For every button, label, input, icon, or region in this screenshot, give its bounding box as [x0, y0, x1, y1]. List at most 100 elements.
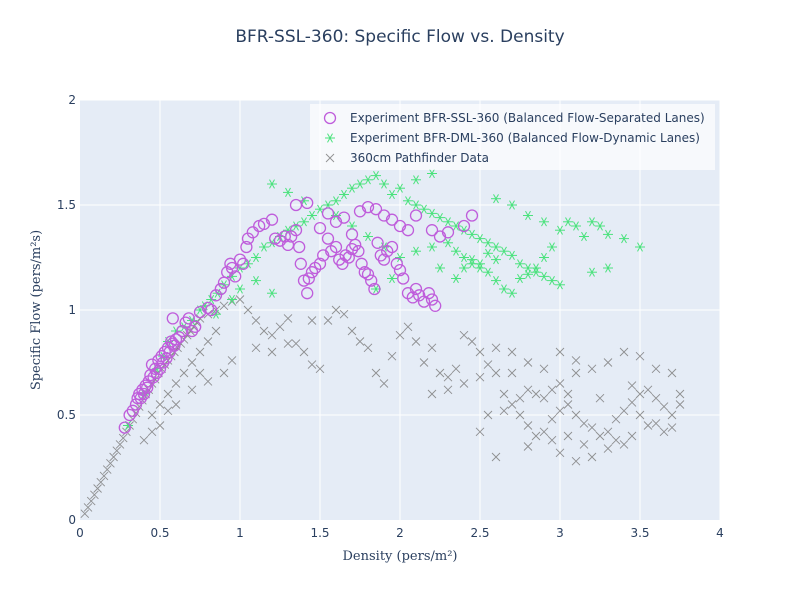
data-point [491, 255, 501, 265]
data-point [459, 252, 469, 263]
data-point [443, 238, 453, 248]
data-point [427, 208, 437, 218]
data-point [555, 379, 565, 388]
data-point [387, 273, 397, 284]
data-point [635, 351, 645, 361]
data-point [166, 312, 179, 325]
data-point [134, 392, 147, 405]
data-point [483, 238, 493, 248]
data-point [451, 221, 461, 231]
data-point [390, 257, 403, 270]
data-point [163, 406, 173, 416]
data-point [363, 231, 373, 242]
data-point [137, 387, 151, 401]
data-point [374, 249, 387, 262]
data-point [587, 423, 597, 432]
data-point [401, 224, 415, 237]
data-point [299, 347, 309, 357]
data-point [427, 242, 437, 252]
data-point [166, 337, 179, 350]
data-point [259, 326, 269, 336]
data-point [651, 364, 661, 374]
data-point [321, 207, 335, 220]
data-point [345, 242, 359, 256]
data-point [539, 427, 549, 437]
data-point [305, 266, 319, 279]
data-point [643, 385, 653, 395]
data-point [201, 301, 215, 315]
data-point [515, 393, 525, 403]
data-point [571, 368, 581, 378]
data-point [355, 179, 365, 189]
x-axis-unit: (pers/m²) [397, 549, 458, 564]
data-point [659, 427, 669, 437]
data-point [147, 410, 157, 420]
data-point [182, 312, 195, 325]
data-point [80, 509, 90, 519]
data-point [329, 240, 343, 254]
data-point [603, 444, 613, 453]
data-point [467, 259, 477, 269]
data-point [179, 368, 189, 378]
data-point [294, 257, 307, 270]
data-point [603, 358, 613, 367]
data-point [395, 330, 405, 340]
data-point [355, 257, 368, 270]
data-point [435, 263, 445, 273]
data-point [385, 213, 399, 226]
data-point [595, 221, 605, 231]
data-point [243, 305, 253, 315]
data-point [219, 301, 229, 311]
data-point [109, 452, 118, 462]
data-point [619, 406, 629, 416]
data-point [267, 330, 277, 340]
data-point [651, 419, 661, 428]
y-tick-label: 1.5 [57, 198, 76, 212]
data-point [587, 452, 597, 462]
data-point [443, 372, 453, 382]
data-point [106, 458, 115, 468]
data-point [491, 194, 501, 204]
data-point [267, 179, 277, 189]
data-point [459, 263, 469, 273]
data-point [427, 168, 437, 179]
data-point [571, 221, 581, 231]
data-point [667, 368, 677, 378]
data-point [531, 389, 541, 399]
data-point [427, 389, 437, 399]
data-point [579, 419, 589, 428]
data-point [643, 421, 653, 430]
x-tick-label: 0 [76, 526, 84, 540]
data-point [635, 410, 645, 420]
data-point [86, 496, 96, 506]
data-point [342, 251, 355, 264]
data-point [227, 356, 237, 365]
data-point [283, 314, 293, 323]
y-tick-label: 0.5 [57, 408, 76, 422]
data-point [139, 435, 149, 445]
data-point [523, 442, 533, 451]
x-tick-label: 0.5 [150, 526, 169, 540]
data-point [205, 303, 218, 317]
data-point [336, 257, 349, 270]
data-point [293, 240, 306, 254]
data-point [377, 253, 391, 266]
data-point [539, 217, 549, 227]
data-point [507, 250, 517, 260]
data-point [240, 240, 253, 254]
data-point [395, 183, 405, 193]
data-point [539, 271, 549, 281]
data-point [603, 263, 613, 273]
data-point [619, 440, 629, 449]
data-point [627, 381, 637, 390]
data-point [563, 217, 573, 227]
data-point [329, 215, 343, 228]
data-point [523, 358, 533, 367]
data-point [523, 269, 533, 279]
data-point [339, 189, 349, 200]
legend-box [310, 104, 715, 170]
x-axis-label-text: Density [343, 549, 394, 564]
y-axis-label: Specific Flow (pers/m²s) [29, 230, 44, 390]
data-point [571, 410, 581, 420]
